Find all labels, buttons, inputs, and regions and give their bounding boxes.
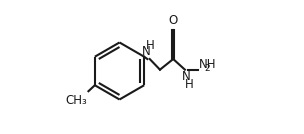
Text: H: H (146, 39, 155, 52)
Text: NH: NH (199, 58, 216, 71)
Text: N: N (181, 70, 190, 83)
Text: CH₃: CH₃ (66, 94, 87, 107)
Text: H: H (185, 78, 194, 91)
Text: O: O (169, 14, 178, 27)
Text: N: N (142, 45, 151, 58)
Text: 2: 2 (204, 64, 210, 73)
